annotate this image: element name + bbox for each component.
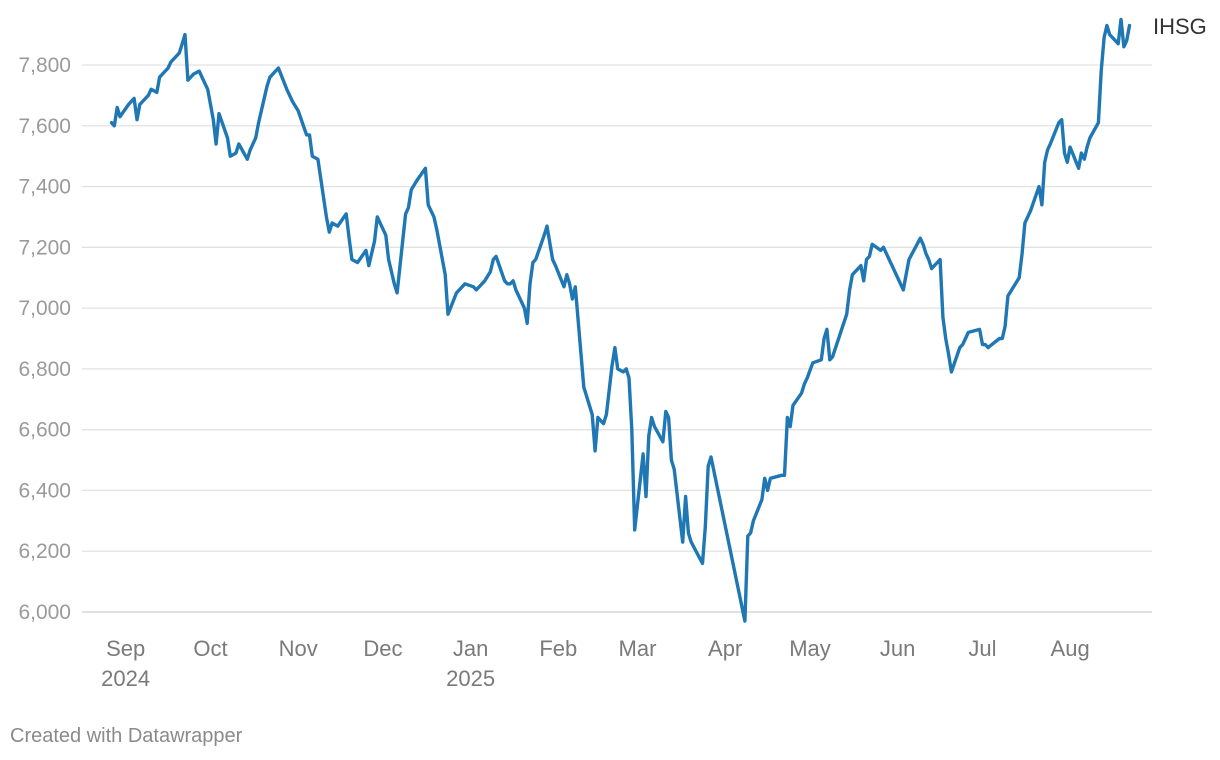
x-tick-label: Sep — [106, 636, 145, 661]
x-tick-label: Apr — [708, 636, 742, 661]
x-tick-label: Feb — [539, 636, 577, 661]
x-tick-label: Dec — [363, 636, 402, 661]
y-tick-label: 7,400 — [18, 176, 71, 199]
x-tick-label: Oct — [193, 636, 227, 661]
x-tick-label: Jul — [968, 636, 996, 661]
datawrapper-credit: Created with Datawrapper — [10, 725, 243, 747]
y-tick-label: 6,800 — [18, 358, 71, 381]
x-tick-year-label: 2025 — [446, 666, 495, 691]
x-tick-label: May — [789, 636, 831, 661]
y-tick-label: 6,400 — [18, 479, 71, 502]
y-gridlines — [82, 64, 1152, 613]
x-tick-label: Jun — [880, 636, 915, 661]
x-tick-label: Aug — [1051, 636, 1090, 661]
y-tick-label: 6,200 — [18, 540, 71, 563]
series-line-ihsg — [109, 17, 1132, 623]
y-tick-label: 7,000 — [18, 297, 71, 320]
series-labels: IHSG — [1153, 14, 1207, 39]
x-axis-ticks: Sep 2024 Oct Nov Dec Jan 2025 Feb Mar Apr May Jun Ju… — [101, 636, 1090, 691]
x-tick-label: Jan — [453, 636, 488, 661]
x-tick-label: Mar — [619, 636, 657, 661]
series-lines — [109, 17, 1132, 623]
y-tick-label: 7,200 — [18, 236, 71, 259]
y-tick-label: 7,800 — [18, 54, 71, 77]
y-axis-ticks: 6,000 6,200 6,400 6,600 6,800 7,000 7,200 7,400… — [18, 54, 71, 624]
x-tick-label: Nov — [279, 636, 318, 661]
series-label-ihsg: IHSG — [1153, 14, 1207, 39]
y-tick-label: 6,000 — [18, 601, 71, 624]
y-tick-label: 7,600 — [18, 115, 71, 138]
x-tick-year-label: 2024 — [101, 666, 150, 691]
y-tick-label: 6,600 — [18, 419, 71, 442]
